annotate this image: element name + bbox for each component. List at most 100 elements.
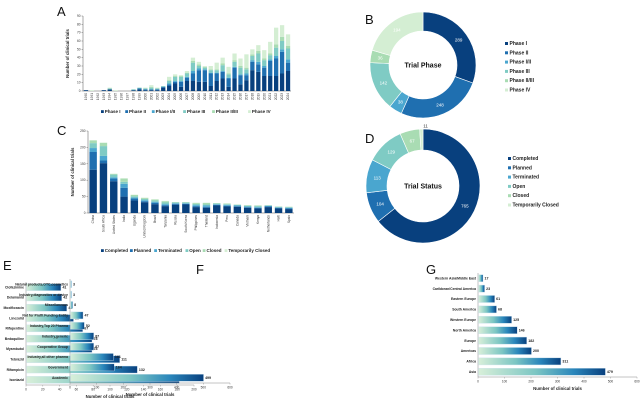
bar-segment-completed	[171, 204, 180, 213]
bar-segment-completed	[99, 163, 108, 213]
bar-segment-phase-ii-iii	[285, 46, 291, 49]
legend-label: Temporarily Closed	[228, 248, 270, 253]
y-tick-label: 100	[80, 178, 86, 182]
bar-segment-phase-iv	[107, 87, 112, 89]
hbar-value-label: 146	[519, 328, 525, 332]
bar-segment-phase-i-ii	[244, 73, 249, 76]
legend-label: Planned	[134, 248, 152, 253]
slice-value-label: 67	[410, 138, 416, 143]
bar-segment-phase-ii	[167, 84, 172, 86]
y-tick-label: 60	[77, 39, 81, 43]
bar-segment-phase-ii-iii	[232, 60, 237, 62]
bar-segment-phase-i	[178, 86, 184, 91]
hbar	[70, 280, 72, 288]
donut-center-label: Trial Phase	[405, 63, 442, 70]
bar-segment-completed	[140, 202, 149, 213]
bar-segment-phase-i	[232, 78, 237, 91]
hbar-value-label: 47	[85, 314, 89, 318]
bar-segment-open	[130, 196, 139, 198]
bar-segment-phase-i	[262, 76, 267, 91]
x-tick-label: Vietnam	[246, 215, 250, 227]
bar-segment-phase-iii	[250, 56, 255, 61]
bar-segment-phase-ii	[238, 75, 243, 85]
x-tick-label: Spain	[287, 215, 291, 223]
bar-segment-terminated	[110, 177, 118, 179]
bar-segment-closed	[192, 202, 200, 204]
bar-segment-phase-iv	[250, 49, 255, 55]
x-tick-label: 300	[555, 380, 561, 384]
bar-segment-phase-i	[83, 90, 89, 91]
bar-segment-terminated	[192, 205, 200, 207]
x-tick-label: 100	[107, 388, 113, 392]
bar-segment-closed	[140, 197, 149, 199]
bar-segment-planned	[161, 205, 169, 207]
hbar	[478, 295, 495, 303]
donut-center-label: Trial Status	[404, 184, 442, 191]
bar-segment-open	[285, 207, 293, 208]
bar-segment-closed	[130, 194, 139, 197]
hbar-category-label: Moxifloxacin	[3, 306, 24, 310]
bar-segment-phase-iii	[274, 47, 279, 56]
y-tick-label: 30	[77, 64, 81, 68]
bar-segment-terminated	[151, 201, 159, 203]
y-tick-label: 50	[82, 195, 86, 199]
bar-segment-open	[223, 204, 231, 205]
hbar-category-label: Asia	[469, 370, 476, 374]
chart-c-trials-by-country: 0 50 100 150 200 250 Number of clinical trials…	[70, 129, 294, 253]
bar-segment-phase-iv	[279, 25, 285, 37]
x-tick-label: India	[122, 215, 126, 222]
hbar-value-label: 8	[74, 303, 76, 307]
bar-segment-completed	[89, 169, 97, 213]
bar-segment-phase-iii	[232, 61, 237, 67]
bar-segment-completed	[110, 181, 118, 213]
bar-segment-planned	[254, 207, 262, 209]
bar-segment-phase-iii	[208, 70, 213, 73]
bar-segment-phase-iv	[256, 45, 261, 51]
bar-segment-phase-iii	[279, 41, 285, 50]
legend-label: Phase IV	[510, 88, 532, 94]
bar-segment-terminated	[264, 205, 272, 207]
bar-segment-planned	[285, 208, 293, 210]
bar-segment-terminated	[130, 197, 139, 199]
bar-segment-completed	[202, 207, 211, 213]
legend-swatch	[505, 79, 508, 83]
x-tick-label: Peru	[225, 215, 229, 222]
hbar	[70, 353, 114, 361]
bar-segment-completed	[264, 207, 272, 213]
bar-segment-phase-ii	[190, 73, 196, 81]
x-tick-label: 600	[634, 380, 640, 384]
bar-segment-phase-iv	[285, 34, 291, 46]
bar-segment-phase-ii	[184, 77, 190, 81]
x-tick-label: 2001	[149, 93, 153, 100]
x-tick-label: 2020	[262, 93, 266, 100]
x-tick-label: 80	[91, 388, 95, 392]
x-tick-label: Netherlands	[266, 215, 270, 233]
legend-swatch	[183, 110, 186, 113]
hbar-category-label: Americas	[461, 349, 476, 353]
x-tick-label: 2017	[244, 93, 248, 100]
x-tick-label: 2013	[221, 93, 225, 100]
hbar-value-label: 41	[62, 285, 66, 289]
bar-segment-phase-ii	[244, 75, 249, 81]
x-tick-label: 600	[227, 386, 233, 390]
x-tick-label: Tanzania	[163, 215, 167, 228]
bar-segment-phase-iii	[220, 65, 225, 71]
bar-segment-phase-iii	[184, 73, 190, 77]
chart-b-trial-phase-donut: 289 248 38 142 36 194 Trial Phase Phase I Phase …	[369, 11, 535, 119]
bar-segment-phase-iii	[161, 86, 166, 87]
hbar	[478, 347, 532, 355]
bar-segment-phase-i-ii	[285, 59, 291, 63]
bar-segment-completed	[151, 204, 159, 213]
bar-segment-completed	[285, 209, 293, 213]
bar-segment-completed	[120, 196, 128, 213]
x-tick-label: 1997	[126, 93, 130, 100]
bar-segment-phase-iv	[167, 76, 172, 81]
hbar	[70, 311, 84, 320]
hbar	[478, 274, 484, 282]
legend-label: Phase II	[129, 109, 146, 114]
x-tick-label: 60	[75, 388, 79, 392]
legend-label: Terminated	[158, 248, 182, 253]
bar-segment-phase-iii	[196, 66, 202, 69]
bar-segment-phase-i	[274, 76, 279, 91]
bar-segment-planned	[89, 151, 97, 170]
